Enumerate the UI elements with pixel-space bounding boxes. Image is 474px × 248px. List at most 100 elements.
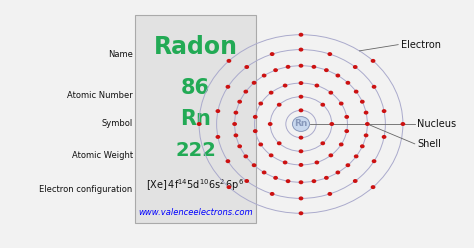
Ellipse shape <box>360 100 365 104</box>
Text: Shell: Shell <box>417 139 441 149</box>
Ellipse shape <box>262 74 266 78</box>
Ellipse shape <box>273 176 278 180</box>
Ellipse shape <box>244 90 248 93</box>
Ellipse shape <box>283 84 287 88</box>
Ellipse shape <box>345 129 349 133</box>
Ellipse shape <box>286 179 291 183</box>
Ellipse shape <box>253 115 257 119</box>
Text: Atomic Number: Atomic Number <box>67 91 133 100</box>
Ellipse shape <box>345 115 349 119</box>
Ellipse shape <box>324 68 329 72</box>
Ellipse shape <box>269 91 273 95</box>
Ellipse shape <box>329 122 334 126</box>
Ellipse shape <box>401 122 405 126</box>
Ellipse shape <box>197 122 201 126</box>
Ellipse shape <box>324 176 329 180</box>
Ellipse shape <box>315 160 319 164</box>
Ellipse shape <box>277 141 282 145</box>
Ellipse shape <box>237 144 242 148</box>
Ellipse shape <box>354 155 358 158</box>
Ellipse shape <box>252 81 256 85</box>
Ellipse shape <box>299 180 303 184</box>
Ellipse shape <box>299 95 303 99</box>
Ellipse shape <box>328 52 332 56</box>
Ellipse shape <box>364 111 368 115</box>
Text: Symbol: Symbol <box>101 120 133 128</box>
Ellipse shape <box>339 143 344 146</box>
Ellipse shape <box>253 129 257 133</box>
Ellipse shape <box>245 65 249 69</box>
Ellipse shape <box>346 81 350 85</box>
Ellipse shape <box>328 192 332 196</box>
Ellipse shape <box>258 102 263 106</box>
Text: Atomic Weight: Atomic Weight <box>72 151 133 159</box>
Ellipse shape <box>372 159 376 163</box>
Ellipse shape <box>299 48 303 52</box>
Text: Rn: Rn <box>294 120 308 128</box>
Text: Radon: Radon <box>154 35 237 59</box>
FancyBboxPatch shape <box>135 15 256 223</box>
Ellipse shape <box>216 109 220 113</box>
Ellipse shape <box>339 102 344 106</box>
Ellipse shape <box>258 142 263 146</box>
Text: Name: Name <box>108 50 133 59</box>
Ellipse shape <box>382 135 386 139</box>
Ellipse shape <box>277 103 282 107</box>
Ellipse shape <box>299 33 303 37</box>
Ellipse shape <box>270 52 274 56</box>
Ellipse shape <box>364 133 368 137</box>
Ellipse shape <box>227 59 231 63</box>
Ellipse shape <box>286 65 291 69</box>
Ellipse shape <box>365 122 370 126</box>
Ellipse shape <box>234 111 238 115</box>
Ellipse shape <box>299 163 303 167</box>
Ellipse shape <box>336 74 340 78</box>
Ellipse shape <box>226 159 230 163</box>
Ellipse shape <box>382 109 386 113</box>
Ellipse shape <box>371 185 375 189</box>
Ellipse shape <box>262 170 266 174</box>
Ellipse shape <box>299 211 303 215</box>
Ellipse shape <box>360 144 365 148</box>
Ellipse shape <box>252 163 256 167</box>
Ellipse shape <box>273 68 278 72</box>
Text: Electron: Electron <box>401 40 440 50</box>
Ellipse shape <box>299 108 303 112</box>
Ellipse shape <box>227 185 231 189</box>
Ellipse shape <box>299 64 303 68</box>
Text: Electron configuration: Electron configuration <box>39 185 133 194</box>
Ellipse shape <box>270 192 274 196</box>
Text: www.valenceelectrons.com: www.valenceelectrons.com <box>138 208 253 217</box>
Ellipse shape <box>283 160 287 164</box>
Ellipse shape <box>226 85 230 89</box>
Ellipse shape <box>268 122 273 126</box>
Text: Rn: Rn <box>180 109 211 129</box>
Ellipse shape <box>299 196 303 200</box>
Ellipse shape <box>328 91 333 95</box>
Ellipse shape <box>232 122 237 126</box>
Ellipse shape <box>354 90 358 93</box>
Ellipse shape <box>299 81 303 85</box>
Ellipse shape <box>237 100 242 104</box>
Ellipse shape <box>311 65 316 69</box>
Ellipse shape <box>234 133 238 137</box>
Ellipse shape <box>315 84 319 88</box>
Ellipse shape <box>299 149 303 153</box>
Ellipse shape <box>320 141 325 145</box>
Ellipse shape <box>269 153 273 157</box>
Ellipse shape <box>216 135 220 139</box>
Ellipse shape <box>245 179 249 183</box>
Ellipse shape <box>299 136 303 140</box>
Ellipse shape <box>328 153 333 157</box>
Ellipse shape <box>346 163 350 167</box>
Ellipse shape <box>311 179 316 183</box>
Text: 222: 222 <box>175 141 216 159</box>
Text: Nucleus: Nucleus <box>417 119 456 129</box>
Ellipse shape <box>372 85 376 89</box>
Text: $\mathregular{[Xe]\,4f^{14}5d^{10}6s^{2}\,6p^{6}}$: $\mathregular{[Xe]\,4f^{14}5d^{10}6s^{2}… <box>146 177 245 193</box>
Text: 86: 86 <box>181 78 210 98</box>
Ellipse shape <box>353 65 357 69</box>
Ellipse shape <box>292 117 310 131</box>
Ellipse shape <box>320 103 325 107</box>
Ellipse shape <box>353 179 357 183</box>
